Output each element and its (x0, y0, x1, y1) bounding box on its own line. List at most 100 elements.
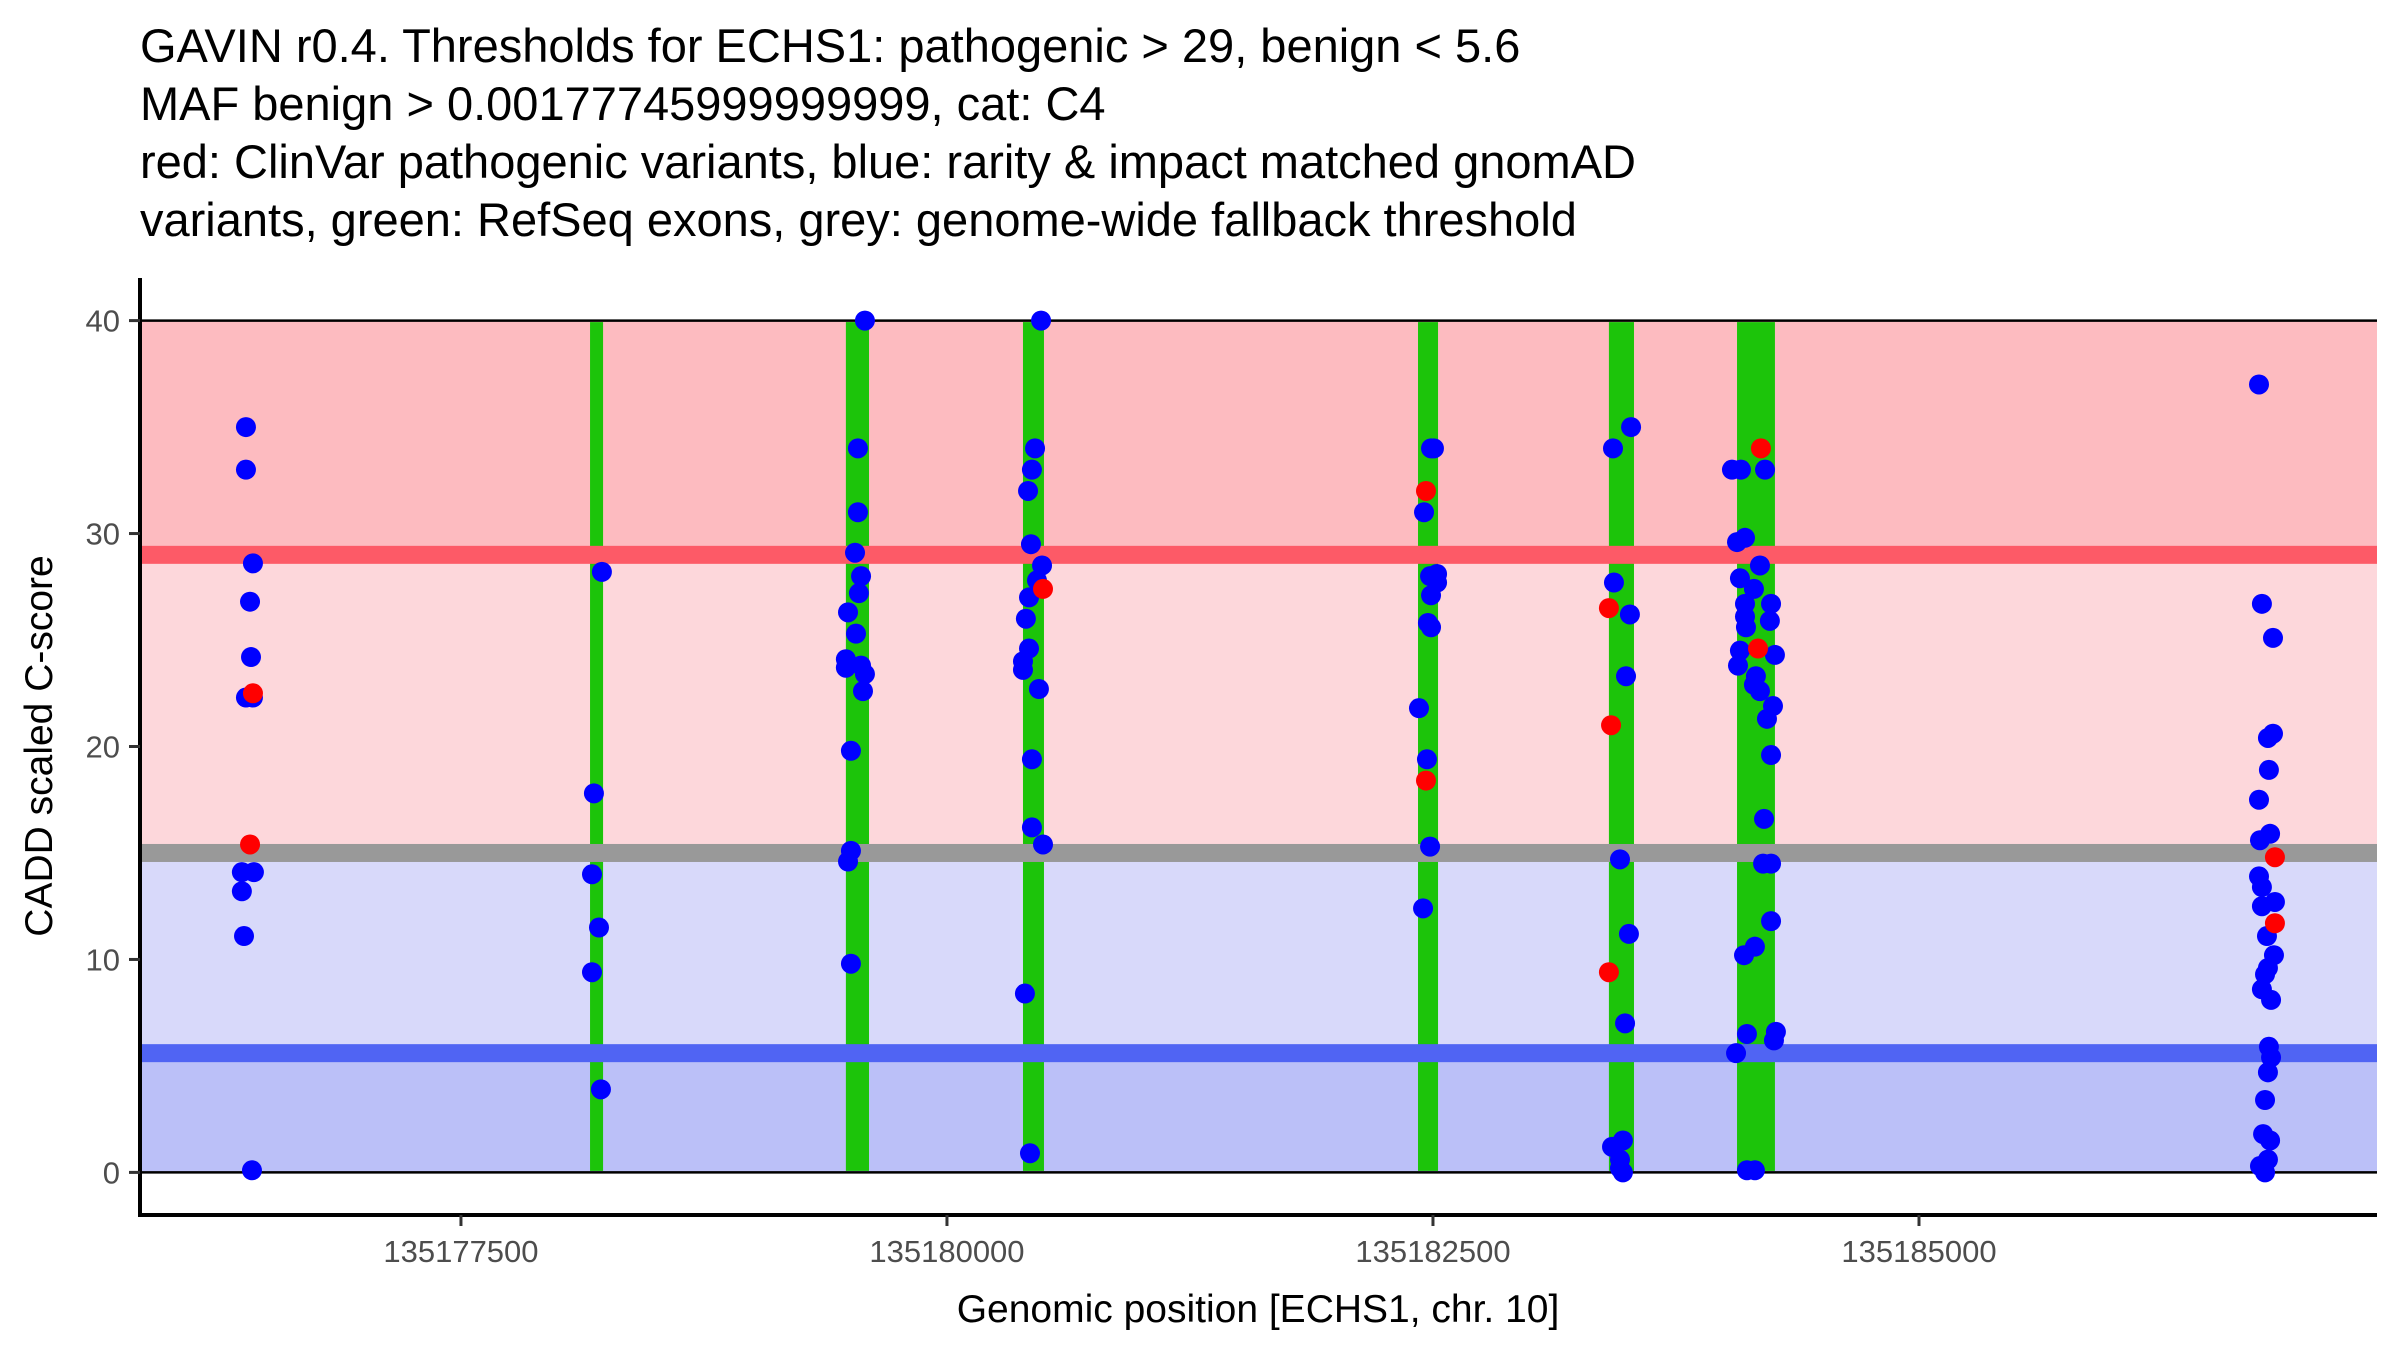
x-tick-label: 135182500 (1355, 1234, 1510, 1269)
clinvar-pathogenic-variants-point (2264, 913, 2285, 934)
x-axis-title: Genomic position [ECHS1, chr. 10] (957, 1288, 1560, 1331)
gnomad-matched-variants-point (1761, 911, 1782, 932)
gnomad-matched-variants-point (1021, 817, 1042, 838)
chart-title: GAVIN r0.4. Thresholds for ECHS1: pathog… (140, 19, 1636, 246)
gnomad-matched-variants-point (241, 647, 262, 668)
gnomad-matched-variants-point (1749, 681, 1770, 702)
gnomad-matched-variants-point (840, 953, 861, 974)
clinvar-pathogenic-variants-point (2264, 847, 2285, 868)
y-tick-label: 10 (86, 942, 120, 977)
gnomad-matched-variants-point (1612, 1162, 1633, 1183)
gnomad-matched-variants-point (591, 561, 612, 582)
y-tick-label: 30 (86, 517, 120, 552)
clinvar-pathogenic-variants-point (240, 834, 261, 855)
gnomad-matched-variants-point (1421, 438, 1442, 459)
benign-threshold-line (142, 1044, 2377, 1063)
gnomad-matched-variants-point (848, 583, 869, 604)
gnomad-matched-variants-point (2262, 627, 2283, 648)
y-tick-label: 20 (86, 730, 120, 765)
gnomad-matched-variants-point (1421, 585, 1442, 606)
gnomad-matched-variants-point (1021, 749, 1042, 770)
exon-bar-1 (590, 322, 604, 1171)
x-tick-label: 135180000 (869, 1234, 1024, 1269)
y-tick-label: 40 (86, 304, 120, 339)
gnomad-matched-variants-point (1609, 849, 1630, 870)
gnomad-matched-variants-point (2258, 759, 2279, 780)
gnomad-matched-variants-point (235, 417, 256, 438)
x-tick-label: 135177500 (383, 1234, 538, 1269)
gnomad-matched-variants-point (231, 881, 252, 902)
gnomad-matched-variants-point (1726, 1043, 1747, 1064)
gnomad-matched-variants-point (1730, 459, 1751, 480)
gnomad-matched-variants-point (847, 502, 868, 523)
gnomad-matched-variants-point (1619, 604, 1640, 625)
y-axis-ticks: 0 10 20 30 40 (86, 304, 140, 1190)
gnomad-matched-variants-point (1744, 1160, 1765, 1181)
gnomad-matched-variants-point (581, 864, 602, 885)
gnomad-matched-variants-point (1761, 853, 1782, 874)
gnomad-matched-variants-point (2251, 593, 2272, 614)
gnomad-matched-variants-point (1020, 534, 1041, 555)
gnomad-matched-variants-point (2261, 989, 2282, 1010)
pathogenic-zone-band (142, 320, 2377, 555)
gnomad-matched-variants-point (838, 602, 859, 623)
gnomad-matched-variants-point (1014, 983, 1035, 1004)
title-line-2: MAF benign > 0.00177745999999999, cat: C… (140, 77, 1106, 130)
gnomad-matched-variants-point (2251, 877, 2272, 898)
gnomad-matched-variants-point (1755, 459, 1776, 480)
gnomad-matched-variants-point (1763, 1030, 1784, 1051)
gnomad-matched-variants-point (1615, 1013, 1636, 1034)
gnomad-matched-variants-point (1616, 666, 1637, 687)
gnomad-matched-variants-point (1414, 502, 1435, 523)
clinvar-pathogenic-variants-point (1748, 638, 1769, 659)
gnomad-matched-variants-point (852, 681, 873, 702)
x-tick-label: 135185000 (1841, 1234, 1996, 1269)
gnomad-matched-variants-point (1018, 480, 1039, 501)
y-axis-title: CADD scaled C-score (18, 555, 61, 936)
clinvar-pathogenic-variants-point (242, 683, 263, 704)
gnomad-matched-variants-point (1019, 1143, 1040, 1164)
gnomad-matched-variants-point (1727, 655, 1748, 676)
x-axis-ticks: 135177500 135180000 135182500 135185000 (383, 1215, 1997, 1269)
gnomad-matched-variants-point (1736, 1023, 1757, 1044)
variant-points (231, 310, 2285, 1183)
gnomad-matched-variants-point (2248, 374, 2269, 395)
gnomad-matched-variants-point (1021, 459, 1042, 480)
gnomad-matched-variants-point (2257, 727, 2278, 748)
gnomad-matched-variants-point (240, 591, 261, 612)
gnomad-matched-variants-point (242, 553, 263, 574)
gnomad-matched-variants-point (1621, 417, 1642, 438)
genome-wide-fallback-threshold-line (142, 843, 2377, 862)
gnomad-matched-variants-point (1413, 898, 1434, 919)
gnomad-matched-variants-point (2255, 964, 2276, 985)
gnomad-matched-variants-point (851, 566, 872, 587)
gnomad-matched-variants-point (243, 862, 264, 883)
title-line-4: variants, green: RefSeq exons, grey: gen… (140, 193, 1577, 246)
gnomad-matched-variants-point (2255, 1090, 2276, 1111)
title-line-3: red: ClinVar pathogenic variants, blue: … (140, 135, 1636, 188)
gnomad-matched-variants-point (838, 851, 859, 872)
gnomad-matched-variants-point (840, 740, 861, 761)
gnomad-matched-variants-point (1420, 836, 1441, 857)
exon-bar-4 (1418, 322, 1439, 1171)
gnomad-matched-variants-point (583, 783, 604, 804)
gnomad-matched-variants-point (835, 657, 856, 678)
exon-bar-3 (1022, 322, 1044, 1171)
gnomad-matched-variants-point (1734, 527, 1755, 548)
gnomad-matched-variants-point (854, 310, 875, 331)
pathogenic-threshold-line (142, 545, 2377, 564)
gnomad-matched-variants-point (1764, 644, 1785, 665)
gnomad-matched-variants-point (1754, 808, 1775, 829)
gnomad-matched-variants-point (1618, 923, 1639, 944)
gnomad-matched-variants-point (847, 438, 868, 459)
gnomad-matched-variants-point (234, 926, 255, 947)
gnomad-matched-variants-point (2257, 1062, 2278, 1083)
clinvar-pathogenic-variants-point (1598, 962, 1619, 983)
gnomad-matched-variants-point (1603, 572, 1624, 593)
gnomad-matched-variants-point (854, 664, 875, 685)
gnomad-matched-variants-point (1759, 610, 1780, 631)
gnomad-matched-variants-point (2261, 1047, 2282, 1068)
gnomad-matched-variants-point (2264, 891, 2285, 912)
gnomad-matched-variants-point (1025, 438, 1046, 459)
